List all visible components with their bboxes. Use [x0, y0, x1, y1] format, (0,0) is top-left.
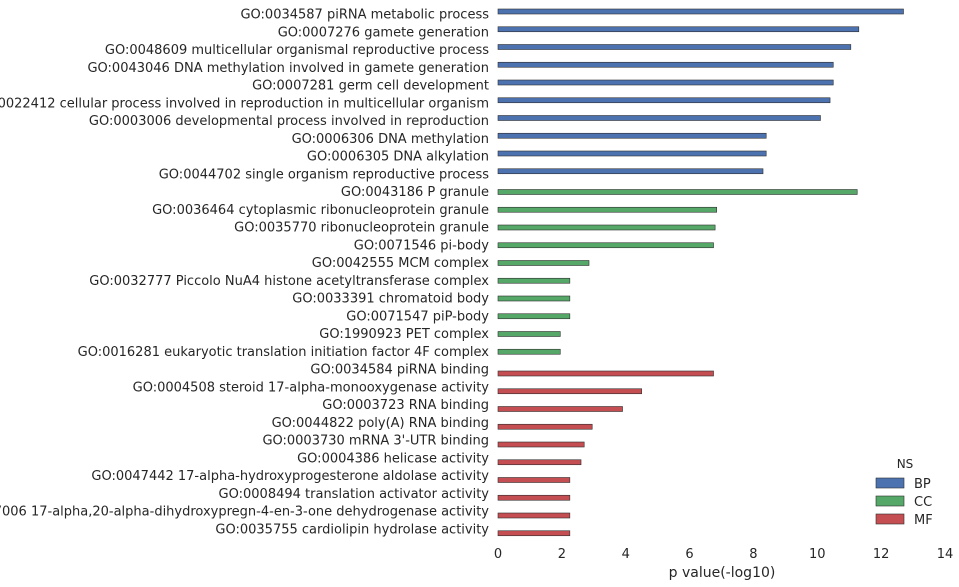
- bar-mf: [497, 494, 571, 501]
- bar-cc: [497, 295, 571, 302]
- x-tick-label: 6: [685, 547, 693, 562]
- category-label: GO:0043186 P granule: [341, 185, 489, 200]
- bar-bp: [497, 79, 834, 86]
- legend-swatch-cc: [875, 495, 905, 507]
- bar-mf: [497, 423, 593, 430]
- category-label: GO:0033391 chromatoid body: [292, 292, 489, 307]
- bar-cc: [497, 348, 561, 355]
- category-label: GO:0016281 eukaryotic translation initia…: [78, 345, 490, 360]
- bar-bp: [497, 132, 767, 139]
- bar-cc: [497, 331, 561, 337]
- bar-cc: [497, 277, 571, 284]
- x-tick-label: 12: [873, 547, 890, 562]
- category-label: GO:0047442 17-alpha-hydroxyprogesterone …: [91, 469, 489, 484]
- category-label: GO:0044822 poly(A) RNA binding: [272, 416, 489, 431]
- bar-mf: [497, 388, 642, 395]
- category-label: GO:0008494 translation activator activit…: [219, 487, 490, 502]
- bar-bp: [497, 168, 764, 175]
- category-label: GO:0007281 germ cell development: [252, 79, 489, 94]
- bar-cc: [497, 206, 718, 213]
- category-label: GO:0004386 helicase activity: [297, 451, 489, 466]
- bars: [497, 8, 904, 537]
- category-label: GO:0034587 piRNA metabolic process: [240, 8, 489, 23]
- bar-mf: [497, 477, 571, 483]
- category-label: GO:0035755 cardiolipin hydrolase activit…: [215, 522, 489, 537]
- bar-bp: [497, 26, 860, 33]
- bar-mf: [497, 406, 623, 412]
- bar-mf: [497, 370, 714, 377]
- bar-bp: [497, 150, 767, 157]
- x-axis-ticks: 0 2 4 6 8 10 12 14: [494, 547, 953, 562]
- category-label: GO:0047006 17-alpha,20-alpha-dihydroxypr…: [0, 505, 489, 520]
- bar-cc: [497, 313, 571, 320]
- category-label: GO:0044702 single organism reproductive …: [159, 167, 489, 182]
- category-label: GO:0071547 piP-body: [346, 309, 489, 324]
- category-label: GO:0035770 ribonucleoprotein granule: [234, 221, 489, 236]
- legend-title: NS: [897, 457, 914, 471]
- x-tick-label: 2: [558, 547, 566, 562]
- legend-label-mf: MF: [914, 513, 933, 528]
- bar-mf: [497, 512, 571, 519]
- x-tick-label: 8: [749, 547, 757, 562]
- bar-cc: [497, 242, 714, 249]
- category-label: GO:1990923 PET complex: [319, 327, 489, 342]
- category-label: GO:0043046 DNA methylation involved in g…: [87, 61, 489, 76]
- bar-mf: [497, 459, 582, 466]
- bar-mf: [497, 530, 571, 537]
- x-tick-label: 0: [494, 547, 502, 562]
- category-labels: GO:0034587 piRNA metabolic process GO:000…: [0, 8, 489, 538]
- bar-bp: [497, 61, 834, 68]
- legend-label-cc: CC: [914, 495, 932, 510]
- bar-bp: [497, 115, 821, 121]
- category-label: GO:0006305 DNA alkylation: [307, 150, 489, 165]
- x-tick-label: 14: [937, 547, 954, 562]
- bar-cc: [497, 189, 858, 195]
- category-label: GO:0003723 RNA binding: [322, 398, 489, 413]
- legend: NS BP CC MF: [875, 457, 933, 528]
- category-label: GO:0034584 piRNA binding: [310, 363, 489, 378]
- bar-bp: [497, 8, 904, 15]
- category-label: GO:0071546 pi-body: [354, 238, 489, 253]
- bar-bp: [497, 44, 852, 50]
- bar-mf: [497, 441, 585, 448]
- category-label: GO:0032777 Piccolo NuA4 histone acetyltr…: [89, 274, 489, 289]
- bar-cc: [497, 224, 716, 231]
- category-label: GO:0006306 DNA methylation: [292, 132, 489, 147]
- category-label: GO:0042555 MCM complex: [312, 256, 490, 271]
- category-label: GO:0022412 cellular process involved in …: [0, 96, 489, 111]
- category-label: GO:0003006 developmental process involve…: [89, 114, 489, 129]
- category-label: GO:0003730 mRNA 3'-UTR binding: [262, 434, 489, 449]
- legend-swatch-mf: [875, 513, 905, 525]
- legend-label-bp: BP: [914, 477, 931, 492]
- bar-cc: [497, 260, 590, 266]
- x-tick-label: 4: [622, 547, 630, 562]
- bar-bp: [497, 97, 831, 104]
- x-tick-label: 10: [809, 547, 826, 562]
- category-label: GO:0048609 multicellular organismal repr…: [105, 43, 489, 58]
- legend-swatch-bp: [875, 477, 905, 489]
- category-label: GO:0007276 gamete generation: [278, 25, 489, 40]
- category-label: GO:0036464 cytoplasmic ribonucleoprotein…: [152, 203, 489, 218]
- x-axis-title: p value(-log10): [669, 565, 776, 581]
- category-label: GO:0004508 steroid 17-alpha-monooxygenas…: [133, 380, 490, 395]
